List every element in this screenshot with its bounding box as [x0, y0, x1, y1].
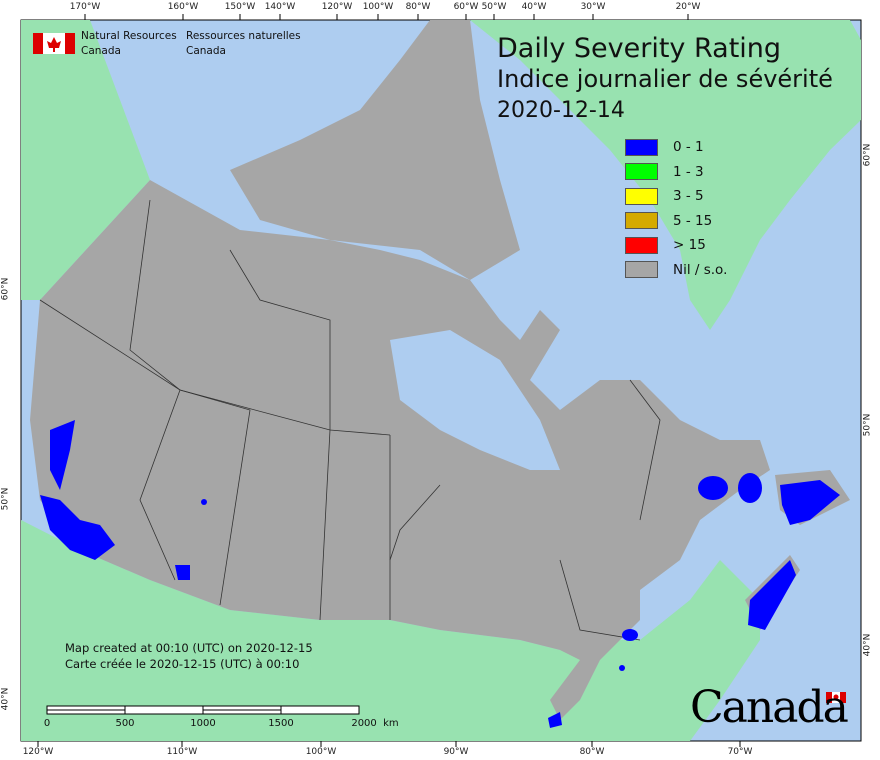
org-name-en: Natural Resources Canada: [81, 30, 177, 57]
longitude-label: 90°W: [443, 747, 469, 757]
map-created-note: Map created at 00:10 (UTC) on 2020-12-15…: [65, 641, 313, 671]
scale-label: 500: [115, 718, 135, 729]
rating-0-1-areas: [40, 420, 840, 728]
longitude-label: 30°W: [580, 2, 606, 12]
scale-label: 0: [43, 718, 51, 729]
arctic-islands: [230, 20, 520, 280]
latitude-label: 60°N: [0, 277, 11, 301]
longitude-label: 120°W: [321, 2, 353, 12]
map-title: Daily Severity Rating Indice journalier …: [497, 33, 833, 123]
longitude-label: 70°W: [727, 747, 753, 757]
longitude-label: 120°W: [22, 747, 54, 757]
longitude-label: 100°W: [362, 2, 394, 12]
province-borders: [39, 199, 661, 641]
longitude-label: 80°W: [405, 2, 431, 12]
alaska-land: [21, 20, 150, 300]
greenland-land: [470, 20, 861, 330]
longitude-label: 160°W: [167, 2, 199, 12]
longitude-label: 150°W: [224, 2, 256, 12]
scale-label: 1000: [190, 718, 216, 729]
longitude-label: 20°W: [675, 2, 701, 12]
legend-item: 1 - 3: [625, 160, 727, 185]
longitude-label: 170°W: [69, 2, 101, 12]
legend-item: 3 - 5: [625, 184, 727, 209]
longitude-label: 50°W: [481, 2, 507, 12]
hudson-bay: [390, 330, 560, 470]
latitude-label: 50°N: [862, 413, 873, 437]
longitude-label: 80°W: [579, 747, 605, 757]
legend-item: 5 - 15: [625, 209, 727, 234]
latitude-label: 40°N: [862, 633, 873, 657]
legend-swatch: [625, 163, 658, 181]
legend-swatch: [625, 212, 658, 230]
latitude-label: 50°N: [0, 487, 11, 511]
legend: 0 - 1 1 - 3 3 - 5 5 - 15 > 15 Nil / s.o.: [625, 135, 727, 282]
canada-wordmark: Canada: [690, 682, 849, 733]
legend-swatch: [625, 187, 658, 205]
legend-swatch: [625, 236, 658, 254]
longitude-label: 110°W: [166, 747, 198, 757]
scale-bar: [46, 705, 360, 715]
canada-flag-logo: [33, 33, 846, 703]
latitude-label: 60°N: [862, 143, 873, 167]
longitude-label: 100°W: [305, 747, 337, 757]
longitude-label: 140°W: [264, 2, 296, 12]
latitude-label: 40°N: [0, 687, 11, 711]
canada-land: [30, 180, 770, 720]
legend-item: Nil / s.o.: [625, 258, 727, 283]
org-name-fr: Ressources naturelles Canada: [186, 30, 301, 57]
scale-label: 2000 km: [351, 718, 399, 729]
legend-item: > 15: [625, 233, 727, 258]
longitude-label: 40°W: [521, 2, 547, 12]
legend-swatch: [625, 261, 658, 279]
legend-item: 0 - 1: [625, 135, 727, 160]
graticule-ticks: [37, 14, 741, 747]
scale-label: 1500: [268, 718, 294, 729]
legend-swatch: [625, 138, 658, 156]
longitude-label: 60°W: [453, 2, 479, 12]
